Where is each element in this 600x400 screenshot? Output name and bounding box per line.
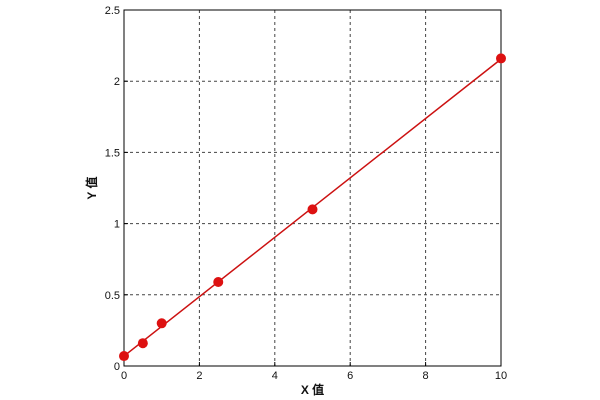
grid: [124, 10, 501, 366]
x-axis-label: X 值: [301, 382, 324, 397]
axis-ticks: 0 2 4 6 8 10 0 0.5 1 1.5 2 2.5: [105, 5, 507, 382]
data-point: [156, 318, 167, 329]
x-tick-label: 4: [272, 370, 278, 382]
data-points: [119, 53, 506, 362]
x-tick-label: 6: [347, 370, 353, 382]
y-tick-label: 0: [114, 361, 120, 373]
y-tick-label: 1.5: [105, 147, 120, 159]
x-tick-label: 10: [495, 370, 507, 382]
data-point: [213, 276, 224, 287]
y-tick-label: 2: [114, 76, 120, 88]
x-tick-label: 0: [121, 370, 127, 382]
data-point: [307, 204, 318, 215]
x-tick-label: 2: [196, 370, 202, 382]
y-tick-label: 1: [114, 219, 120, 231]
data-point: [496, 53, 506, 64]
y-tick-label: 0.5: [105, 290, 120, 302]
x-tick-label: 8: [423, 370, 429, 382]
y-tick-label: 2.5: [105, 5, 120, 17]
plot-frame: [123, 9, 502, 367]
data-point: [137, 338, 148, 349]
y-axis-label: Y 值: [84, 176, 99, 199]
data-point: [119, 351, 129, 362]
